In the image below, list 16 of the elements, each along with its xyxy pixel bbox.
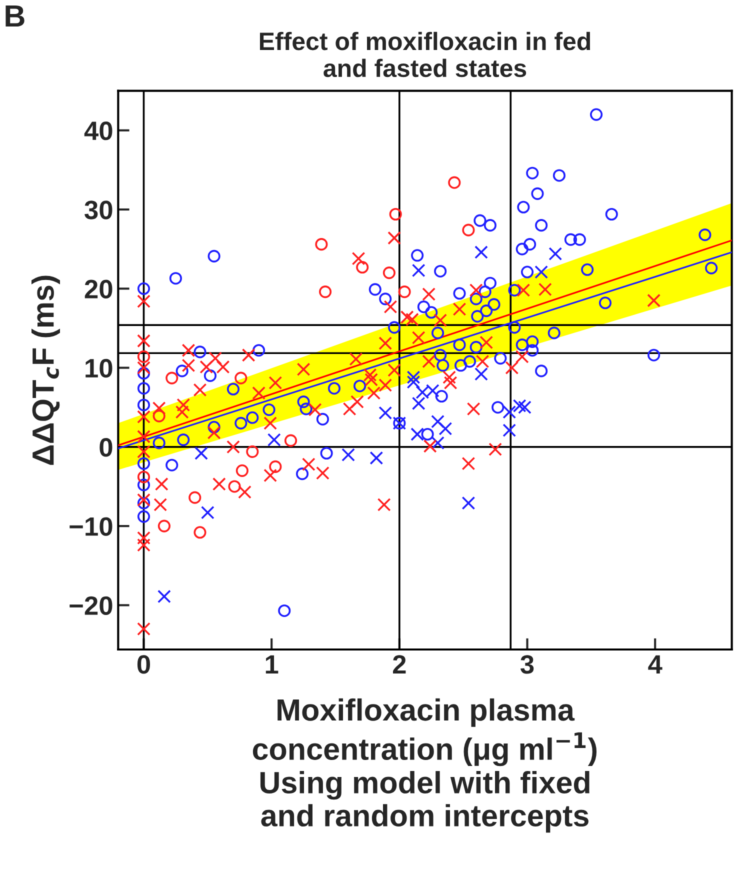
y-tick-label: −10 (70, 517, 112, 536)
x-tick-label: 1 (266, 655, 278, 674)
y-tick-label: 20 (84, 280, 112, 298)
chart-title: Effect of moxifloxacin in fed and fasted states (260, 32, 590, 78)
x-tick-label: 3 (520, 655, 534, 674)
y-tick-label: 40 (84, 121, 112, 140)
y-axis-title: ΔΔQT$_{c}$F (ms) (31, 276, 60, 465)
text: B (6, 5, 24, 27)
x-axis-title: Moxifloxacin plasma concentration (μg ml$^{−1}$) Using model with fixed and random intercepts (252, 698, 597, 833)
y-tick-label: 30 (84, 200, 112, 220)
y-tick-label: −20 (70, 596, 112, 616)
y-tick-label: 10 (86, 358, 112, 378)
y-tick-label: 0 (100, 438, 112, 457)
x-tick-label: 4 (648, 655, 662, 674)
x-tick-label: 2 (392, 655, 406, 674)
x-tick-label: 0 (137, 655, 150, 674)
